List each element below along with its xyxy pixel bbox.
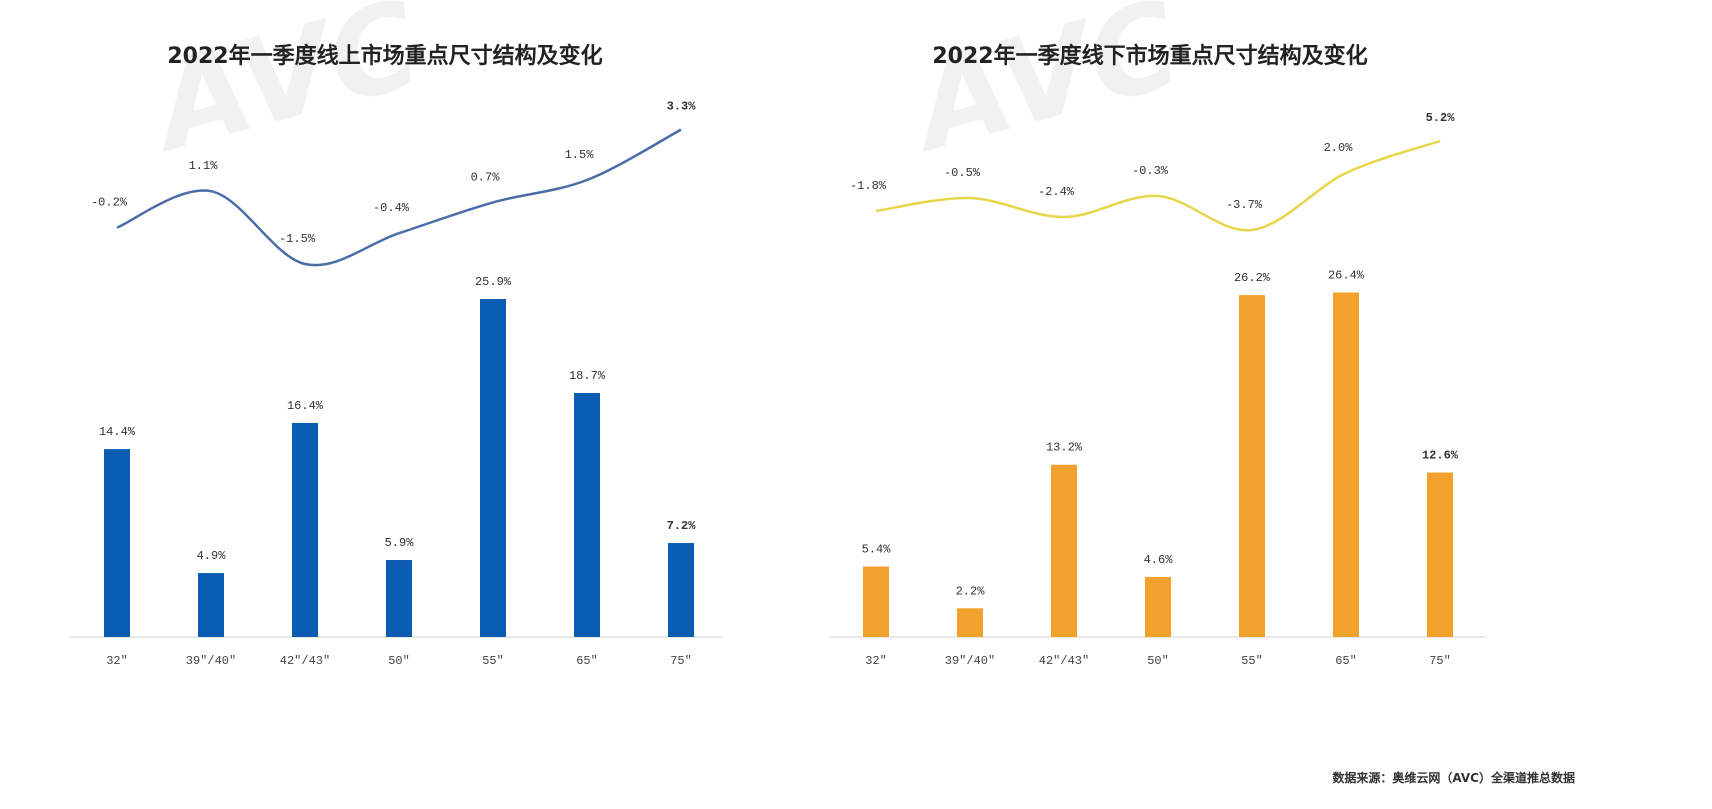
offline-bar-value-label: 13.2%	[1046, 441, 1083, 455]
online-line-value-label: 1.1%	[189, 159, 219, 173]
offline-line-value-label: -2.4%	[1038, 185, 1075, 199]
offline-category-label: 50"	[1147, 654, 1169, 668]
online-bar-value-label: 16.4%	[287, 399, 324, 413]
online-bar	[480, 299, 506, 637]
offline-category-label: 39"/40"	[945, 654, 995, 668]
offline-line-value-label: 2.0%	[1324, 141, 1354, 155]
online-category-label: 32"	[106, 654, 128, 668]
offline-category-label: 55"	[1241, 654, 1263, 668]
offline-bar-value-label: 12.6%	[1422, 449, 1459, 463]
online-bar-value-label: 7.2%	[667, 519, 697, 533]
online-bar	[668, 543, 694, 637]
online-category-label: 55"	[482, 654, 504, 668]
online-category-label: 75"	[670, 654, 692, 668]
offline-category-label: 32"	[865, 654, 887, 668]
offline-bar	[1333, 292, 1359, 637]
offline-bar-value-label: 2.2%	[956, 584, 986, 598]
watermark: AVC	[894, 0, 1194, 180]
offline-bar	[957, 608, 983, 637]
online-category-label: 42"/43"	[280, 654, 330, 668]
online-bar	[386, 560, 412, 637]
offline-bar-value-label: 26.4%	[1328, 268, 1365, 282]
offline-line-value-label: -3.7%	[1226, 198, 1263, 212]
online-line-value-label: 3.3%	[667, 100, 697, 114]
offline-line-value-label: -0.3%	[1132, 164, 1169, 178]
online-bar	[292, 422, 318, 637]
watermark: AVC	[134, 0, 434, 180]
online-line-value-label: 1.5%	[565, 148, 595, 162]
offline-bar-value-label: 26.2%	[1234, 271, 1271, 285]
offline-line-value-label: -1.8%	[850, 179, 887, 193]
offline-category-label: 75"	[1429, 654, 1451, 668]
online-line-value-label: -1.5%	[279, 232, 316, 246]
online-line-value-label: 0.7%	[471, 170, 501, 184]
offline-bar	[1145, 576, 1171, 637]
online-line-value-label: -0.2%	[91, 196, 128, 210]
online-bar-value-label: 4.9%	[197, 549, 227, 563]
online-chart-title: 2022年一季度线上市场重点尺寸结构及变化	[167, 43, 602, 69]
online-change-line	[116, 128, 682, 267]
offline-bar	[863, 566, 889, 637]
source-note: 数据来源：奥维云网（AVC）全渠道推总数据	[1332, 770, 1575, 785]
online-bar	[104, 449, 130, 637]
online-bar	[198, 573, 224, 637]
offline-bar	[1051, 464, 1077, 637]
offline-chart-title: 2022年一季度线下市场重点尺寸结构及变化	[932, 43, 1367, 69]
offline-bar	[1239, 295, 1265, 637]
online-category-label: 39"/40"	[186, 654, 236, 668]
online-category-label: 65"	[576, 654, 598, 668]
offline-line-value-label: 5.2%	[1426, 111, 1456, 125]
online-bar-value-label: 18.7%	[569, 369, 606, 383]
offline-change-line	[875, 139, 1441, 232]
online-bar	[574, 392, 600, 637]
offline-category-label: 65"	[1335, 654, 1357, 668]
offline-bar	[1427, 472, 1453, 637]
offline-category-label: 42"/43"	[1039, 654, 1089, 668]
online-bar-value-label: 5.9%	[385, 536, 415, 550]
online-category-label: 50"	[388, 654, 410, 668]
online-bar-value-label: 25.9%	[475, 275, 512, 289]
offline-bar-value-label: 5.4%	[862, 543, 892, 557]
offline-line-value-label: -0.5%	[944, 166, 981, 180]
offline-bar-value-label: 4.6%	[1144, 553, 1174, 567]
online-bar-value-label: 14.4%	[99, 425, 136, 439]
online-line-value-label: -0.4%	[373, 201, 410, 215]
